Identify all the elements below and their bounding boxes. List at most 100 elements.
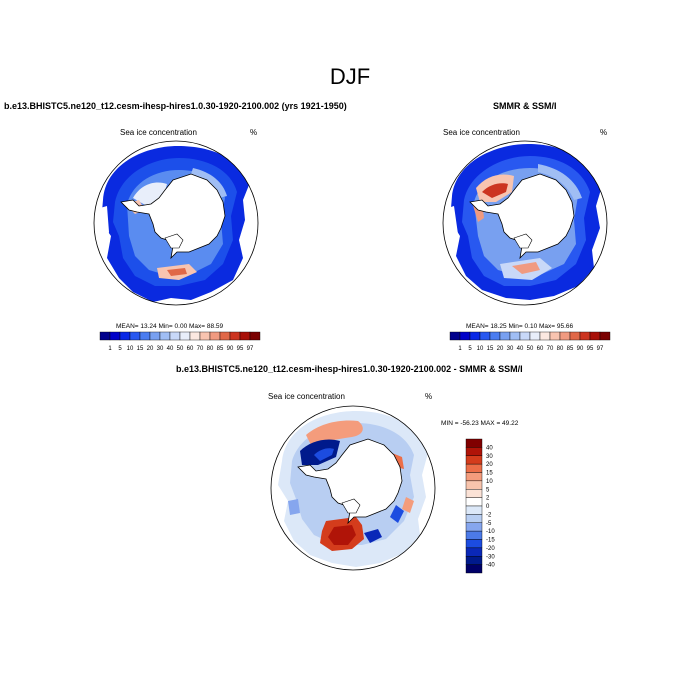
obs-units-label: %	[600, 128, 608, 137]
model-colorbar-tick-label-8: 60	[187, 346, 194, 352]
difference-colorbar-swatch-13	[465, 547, 483, 557]
model-colorbar-tick-label-5: 30	[157, 346, 164, 352]
obs-colorbar-tick-label-0: 1	[458, 346, 462, 352]
difference-colorbar-tick-label-2: 20	[486, 462, 493, 468]
obs-colorbar-swatch-6	[509, 331, 521, 341]
difference-colorbar-tick-label-14: -40	[486, 563, 495, 569]
model-left-label: Sea ice concentration	[120, 128, 197, 137]
difference-colorbar-tick-label-4: 10	[486, 479, 493, 485]
difference-colorbar-tick-label-11: -15	[486, 538, 495, 544]
model-colorbar-tick-label-2: 10	[127, 346, 134, 352]
diff-antarctica	[297, 438, 403, 525]
difference-colorbar-tick-label-0: 40	[486, 445, 493, 451]
obs-colorbar-swatch-8	[529, 331, 541, 341]
model-colorbar-tick-label-11: 85	[217, 346, 224, 352]
model-colorbar-swatch-10	[199, 331, 211, 341]
model-colorbar-swatch-1	[109, 331, 121, 341]
model-colorbar-labels: 1 5 10 15 20 30 40 50 60 70 80 85 90 95 97	[108, 346, 254, 352]
diff-east-blue	[390, 505, 404, 523]
difference-colorbar-tick-label-3: 15	[486, 471, 493, 477]
diff-ross-ice-shelf	[341, 498, 361, 514]
model-panel-title: b.e13.BHISTC5.ne120_t12.cesm-ihesp-hires…	[4, 101, 347, 111]
obs-sea-ice-map	[442, 140, 608, 306]
model-units-label: %	[250, 128, 258, 137]
obs-colorbar-tick-label-14: 97	[597, 346, 604, 352]
obs-stats: MEAN= 18.25 Min= 0.10 Max= 95.66	[466, 323, 574, 330]
model-colorbar-boxes	[99, 331, 261, 341]
diff-weddell-mid	[314, 448, 334, 461]
obs-colorbar-swatch-3	[479, 331, 491, 341]
diff-panel-title: b.e13.BHISTC5.ne120_t12.cesm-ihesp-hires…	[176, 364, 523, 374]
model-colorbar-swatch-2	[119, 331, 131, 341]
obs-colorbar-tick-label-3: 15	[487, 346, 494, 352]
model-colorbar-swatch-14	[239, 331, 251, 341]
obs-colorbar-swatch-12	[569, 331, 581, 341]
diff-west-patch	[288, 499, 300, 515]
model-colorbar-tick-label-7: 50	[177, 346, 184, 352]
difference-colorbar-boxes	[465, 438, 483, 574]
difference-colorbar-tick-label-8: -2	[486, 512, 492, 518]
obs-colorbar: 1 5 10 15 20 30 40 50 60 70 80 85 90 95 97	[449, 331, 611, 352]
obs-colorbar-boxes	[449, 331, 611, 341]
model-colorbar-tick-label-9: 70	[197, 346, 204, 352]
model-antarctica	[120, 173, 226, 260]
model-colorbar-tick-label-10: 80	[207, 346, 214, 352]
obs-colorbar-tick-label-13: 95	[587, 346, 594, 352]
difference-colorbar-swatch-0	[465, 438, 483, 448]
obs-colorbar-swatch-5	[499, 331, 511, 341]
model-colorbar-tick-label-6: 40	[167, 346, 174, 352]
model-colorbar-swatch-9	[189, 331, 201, 341]
model-colorbar: 1 5 10 15 20 30 40 50 60 70 80 85 90 95 97	[99, 331, 261, 352]
obs-panel-title: SMMR & SSM/I	[493, 101, 557, 111]
model-colorbar-swatch-13	[229, 331, 241, 341]
model-ross-ice-shelf	[164, 233, 184, 249]
diff-stats: MIN = -56.23 MAX = 49.22	[441, 420, 519, 427]
obs-colorbar-tick-label-2: 10	[477, 346, 484, 352]
diff-units-label: %	[425, 392, 433, 401]
obs-colorbar-tick-label-11: 85	[567, 346, 574, 352]
model-colorbar-swatch-15	[249, 331, 261, 341]
obs-left-label: Sea ice concentration	[443, 128, 520, 137]
obs-colorbar-tick-label-9: 70	[547, 346, 554, 352]
model-colorbar-swatch-11	[209, 331, 221, 341]
difference-colorbar-tick-label-12: -20	[486, 546, 495, 552]
difference-colorbar-tick-label-10: -10	[486, 529, 495, 535]
obs-colorbar-tick-label-10: 80	[557, 346, 564, 352]
obs-colorbar-swatch-15	[599, 331, 611, 341]
obs-colorbar-swatch-11	[559, 331, 571, 341]
difference-colorbar-swatch-7	[465, 497, 483, 507]
diff-ross-blue	[364, 529, 382, 543]
difference-colorbar-tick-label-7: 0	[486, 504, 490, 510]
obs-colorbar-tick-label-7: 50	[527, 346, 534, 352]
difference-colorbar-swatch-14	[465, 556, 483, 565]
obs-colorbar-swatch-10	[549, 331, 561, 341]
obs-colorbar-swatch-14	[589, 331, 601, 341]
model-colorbar-swatch-8	[179, 331, 191, 341]
model-colorbar-swatch-12	[219, 331, 231, 341]
diff-left-label: Sea ice concentration	[268, 392, 345, 401]
model-colorbar-swatch-6	[159, 331, 171, 341]
diff-ross-core	[328, 525, 356, 545]
difference-map	[270, 405, 436, 571]
model-colorbar-tick-label-14: 97	[247, 346, 254, 352]
model-stats: MEAN= 13.24 Min= 0.00 Max= 88.59	[116, 323, 224, 330]
difference-colorbar-swatch-9	[465, 514, 483, 523]
difference-colorbar-swatch-15	[465, 564, 483, 574]
model-colorbar-swatch-5	[149, 331, 161, 341]
obs-colorbar-tick-label-8: 60	[537, 346, 544, 352]
difference-colorbar-swatch-6	[465, 489, 483, 498]
model-colorbar-swatch-3	[129, 331, 141, 341]
difference-colorbar-swatch-1	[465, 447, 483, 456]
obs-colorbar-tick-label-1: 5	[468, 346, 472, 352]
obs-ross-ice-shelf	[513, 233, 533, 249]
obs-colorbar-swatch-9	[539, 331, 551, 341]
difference-colorbar-swatch-3	[465, 463, 483, 473]
obs-colorbar-labels: 1 5 10 15 20 30 40 50 60 70 80 85 90 95 97	[458, 346, 604, 352]
model-sea-ice-map	[93, 140, 259, 306]
obs-colorbar-tick-label-4: 20	[497, 346, 504, 352]
obs-ice-ross-core	[512, 262, 540, 274]
difference-colorbar-swatch-4	[465, 472, 483, 482]
model-colorbar-tick-label-3: 15	[137, 346, 144, 352]
obs-ice-east	[538, 164, 582, 200]
obs-antarctica	[469, 173, 575, 260]
